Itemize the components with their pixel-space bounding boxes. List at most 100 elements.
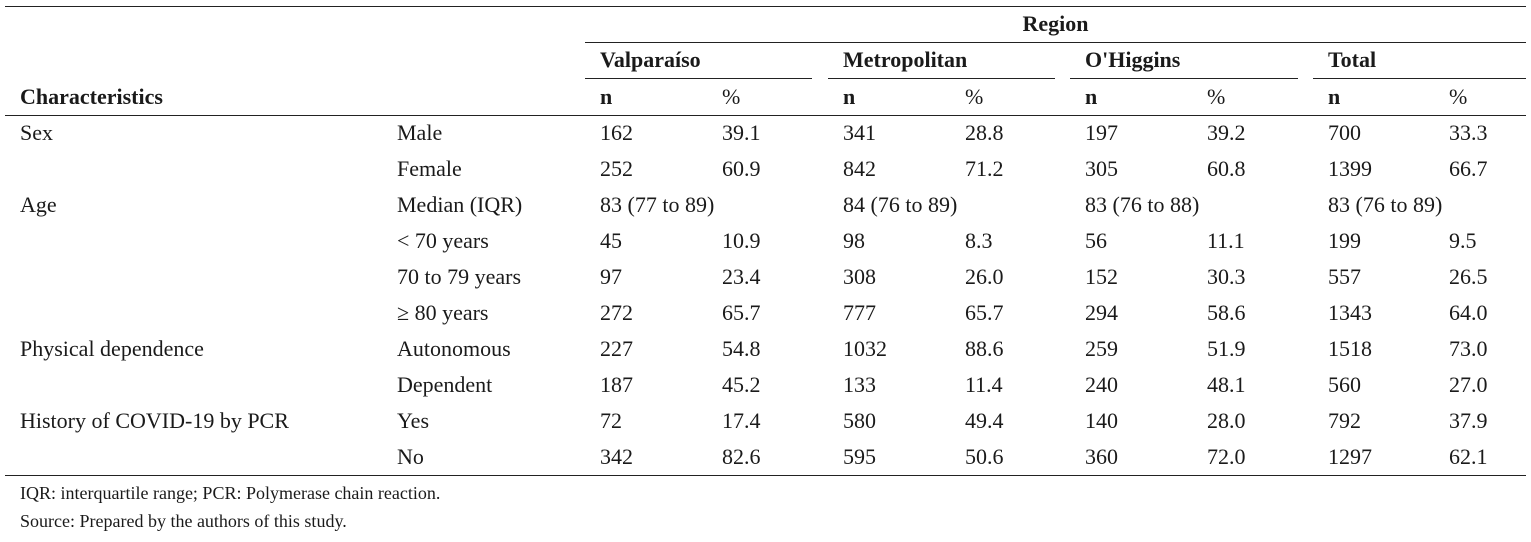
cell-pct: 28.8	[965, 120, 1004, 145]
cell-pct: 73.0	[1449, 336, 1488, 361]
cell-n: 1343	[1328, 300, 1372, 325]
cell-n: 240	[1085, 372, 1118, 397]
cell-pct: 65.7	[722, 300, 761, 325]
group-rule-metropolitan	[828, 78, 1055, 79]
cell-n: 305	[1085, 156, 1118, 181]
cell-pct: 88.6	[965, 336, 1004, 361]
cell-pct: 37.9	[1449, 408, 1488, 433]
cell-pct: 28.0	[1207, 408, 1246, 433]
n-header-ohiggins: n	[1085, 84, 1098, 109]
cell-n: 45	[600, 228, 622, 253]
cell-n: 580	[843, 408, 876, 433]
row-subcategory: Dependent	[397, 372, 493, 397]
group-header-valparaiso: Valparaíso	[600, 47, 701, 72]
cell-n: 700	[1328, 120, 1361, 145]
group-header-total: Total	[1328, 47, 1377, 72]
row-category: Physical dependence	[20, 336, 204, 361]
cell-pct: 48.1	[1207, 372, 1246, 397]
cell-n: 84 (76 to 89)	[843, 192, 958, 217]
cell-n: 83 (76 to 89)	[1328, 192, 1443, 217]
cell-n: 1399	[1328, 156, 1372, 181]
cell-pct: 49.4	[965, 408, 1004, 433]
row-subcategory: Female	[397, 156, 462, 181]
cell-n: 162	[600, 120, 633, 145]
group-header-metropolitan: Metropolitan	[843, 47, 968, 72]
cell-pct: 54.8	[722, 336, 761, 361]
cell-pct: 26.0	[965, 264, 1004, 289]
cell-pct: 26.5	[1449, 264, 1488, 289]
cell-n: 83 (77 to 89)	[600, 192, 715, 217]
top-rule	[5, 6, 1526, 7]
cell-n: 152	[1085, 264, 1118, 289]
cell-n: 560	[1328, 372, 1361, 397]
cell-n: 272	[600, 300, 633, 325]
row-subcategory: 70 to 79 years	[397, 264, 522, 289]
cell-n: 252	[600, 156, 633, 181]
row-category: Sex	[20, 120, 53, 145]
cell-n: 308	[843, 264, 876, 289]
row-subcategory: Median (IQR)	[397, 192, 523, 217]
cell-n: 342	[600, 444, 633, 469]
row-category: History of COVID-19 by PCR	[20, 408, 289, 433]
cell-n: 187	[600, 372, 633, 397]
cell-pct: 11.4	[965, 372, 1003, 397]
cell-n: 98	[843, 228, 865, 253]
cell-n: 842	[843, 156, 876, 181]
cell-pct: 8.3	[965, 228, 993, 253]
cell-pct: 45.2	[722, 372, 761, 397]
cell-n: 1297	[1328, 444, 1372, 469]
cell-pct: 39.2	[1207, 120, 1246, 145]
region-header: Region	[1022, 11, 1089, 36]
row-subcategory: Male	[397, 120, 443, 145]
cell-pct: 82.6	[722, 444, 761, 469]
cell-n: 259	[1085, 336, 1118, 361]
cell-pct: 66.7	[1449, 156, 1488, 181]
cell-n: 557	[1328, 264, 1361, 289]
group-rule-ohiggins	[1070, 78, 1298, 79]
cell-pct: 62.1	[1449, 444, 1488, 469]
cell-n: 595	[843, 444, 876, 469]
cell-pct: 72.0	[1207, 444, 1246, 469]
cell-pct: 58.6	[1207, 300, 1246, 325]
group-rule-total	[1313, 78, 1526, 79]
cell-pct: 50.6	[965, 444, 1004, 469]
pct-header-total: %	[1449, 84, 1468, 109]
pct-header-metropolitan: %	[965, 84, 984, 109]
cell-n: 197	[1085, 120, 1118, 145]
cell-pct: 65.7	[965, 300, 1004, 325]
cell-pct: 30.3	[1207, 264, 1246, 289]
row-subcategory: < 70 years	[397, 228, 489, 253]
cell-n: 133	[843, 372, 876, 397]
cell-n: 227	[600, 336, 633, 361]
row-subcategory: ≥ 80 years	[397, 300, 489, 325]
cell-pct: 10.9	[722, 228, 761, 253]
region-rule	[585, 42, 1526, 43]
cell-pct: 64.0	[1449, 300, 1488, 325]
cell-pct: 39.1	[722, 120, 761, 145]
cell-pct: 33.3	[1449, 120, 1488, 145]
cell-pct: 27.0	[1449, 372, 1488, 397]
cell-n: 56	[1085, 228, 1107, 253]
cell-n: 199	[1328, 228, 1361, 253]
bottom-rule	[5, 475, 1526, 476]
row-subcategory: No	[397, 444, 424, 469]
cell-pct: 60.9	[722, 156, 761, 181]
pct-header-ohiggins: %	[1207, 84, 1226, 109]
cell-n: 72	[600, 408, 622, 433]
row-subcategory: Yes	[397, 408, 430, 433]
row-category: Age	[20, 192, 57, 217]
footnote-source: Source: Prepared by the authors of this …	[20, 511, 347, 531]
cell-pct: 60.8	[1207, 156, 1246, 181]
cell-pct: 9.5	[1449, 228, 1477, 253]
cell-n: 1032	[843, 336, 887, 361]
n-header-metropolitan: n	[843, 84, 856, 109]
row-subcategory: Autonomous	[397, 336, 511, 361]
n-header-total: n	[1328, 84, 1341, 109]
cell-n: 294	[1085, 300, 1118, 325]
cell-n: 140	[1085, 408, 1118, 433]
cell-pct: 71.2	[965, 156, 1004, 181]
characteristics-header: Characteristics	[20, 84, 163, 109]
group-header-ohiggins: O'Higgins	[1085, 47, 1181, 72]
cell-n: 360	[1085, 444, 1118, 469]
